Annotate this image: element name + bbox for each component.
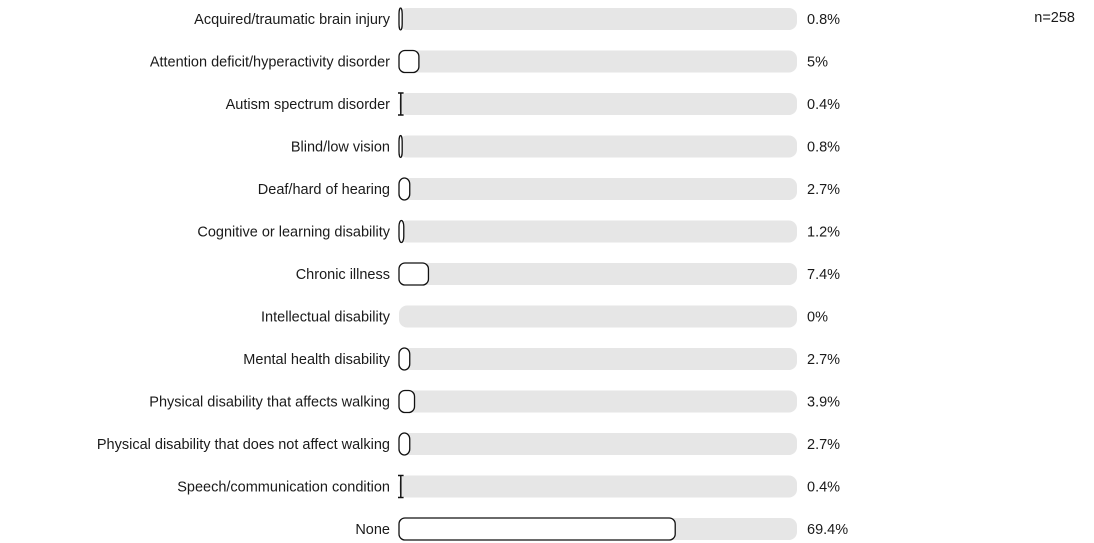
value-label: 0.8%: [807, 12, 840, 28]
value-label: 7.4%: [807, 267, 840, 283]
value-label: 0.4%: [807, 97, 840, 113]
category-label: Blind/low vision: [291, 140, 390, 156]
category-label: Autism spectrum disorder: [226, 97, 391, 113]
bar-row: Speech/communication condition 0.4%: [177, 474, 840, 499]
bar-row: None 69.4%: [355, 517, 848, 541]
bar-row: Blind/low vision 0.8%: [291, 134, 840, 159]
bar: [398, 517, 676, 541]
bar-row: Chronic illness 7.4%: [296, 262, 840, 286]
bar-row: Mental health disability 2.7%: [243, 347, 840, 371]
bar-row: Cognitive or learning disability 1.2%: [197, 219, 840, 244]
bar: [398, 92, 404, 116]
category-label: Intellectual disability: [261, 310, 391, 326]
bar: [398, 474, 404, 499]
bar-row: Physical disability that does not affect…: [97, 432, 840, 456]
category-label: Speech/communication condition: [177, 480, 390, 496]
bar-track: [399, 263, 797, 285]
bar-row: Intellectual disability 0%: [261, 305, 828, 328]
bar-row: Physical disability that affects walking…: [149, 389, 840, 414]
sample-size-label: n=258: [1034, 10, 1075, 26]
value-label: 2.7%: [807, 437, 840, 453]
bar-row: Autism spectrum disorder 0.4%: [226, 92, 840, 116]
value-label: 3.9%: [807, 395, 840, 411]
value-label: 0.8%: [807, 140, 840, 156]
category-label: Physical disability that affects walking: [149, 395, 390, 411]
bar: [398, 7, 403, 31]
bar: [398, 389, 416, 414]
bar-row: Attention deficit/hyperactivity disorder…: [150, 49, 828, 74]
bar: [398, 432, 411, 456]
bar-track: [399, 178, 797, 200]
category-label: Deaf/hard of hearing: [258, 182, 390, 198]
value-label: 1.2%: [807, 225, 840, 241]
bar-track: [399, 348, 797, 370]
chart-rows: Acquired/traumatic brain injury 0.8% Atten…: [97, 7, 848, 541]
bar-track: [399, 93, 797, 115]
bar: [398, 49, 420, 74]
bar-row: Deaf/hard of hearing 2.7%: [258, 177, 840, 201]
category-label: Mental health disability: [243, 352, 390, 368]
value-label: 5%: [807, 55, 828, 71]
category-label: Attention deficit/hyperactivity disorder: [150, 55, 390, 71]
bar-track: [399, 390, 797, 413]
bar-track: [399, 8, 797, 30]
bar-track: [399, 220, 797, 243]
bar: [398, 219, 405, 244]
value-label: 69.4%: [807, 522, 848, 538]
category-label: Physical disability that does not affect…: [97, 437, 390, 453]
bar-track: [399, 433, 797, 455]
value-label: 2.7%: [807, 352, 840, 368]
bar-track: [399, 305, 797, 328]
value-label: 0.4%: [807, 480, 840, 496]
bar-track: [399, 475, 797, 498]
category-label: Chronic illness: [296, 267, 390, 283]
category-label: Acquired/traumatic brain injury: [194, 12, 391, 28]
bar-row: Acquired/traumatic brain injury 0.8%: [194, 7, 840, 31]
category-label: None: [355, 522, 390, 538]
bar-track: [399, 135, 797, 158]
value-label: 0%: [807, 310, 828, 326]
bar: [398, 262, 430, 286]
bar: [398, 347, 411, 371]
bar-track: [399, 50, 797, 73]
bar: [398, 177, 411, 201]
category-label: Cognitive or learning disability: [197, 225, 390, 241]
value-label: 2.7%: [807, 182, 840, 198]
bar: [398, 134, 403, 159]
